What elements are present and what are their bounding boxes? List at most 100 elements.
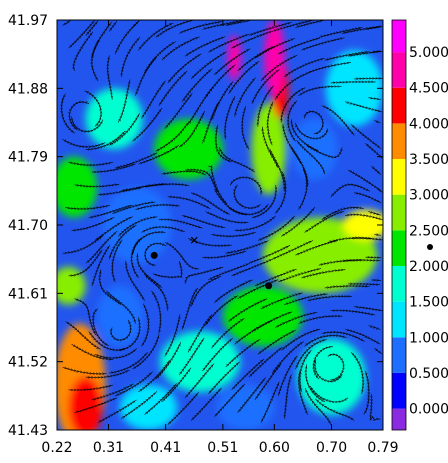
streamline xyxy=(377,188,383,193)
streamline xyxy=(371,280,381,281)
field-blob xyxy=(159,331,241,393)
streamline xyxy=(374,121,381,124)
colorbar-swatch xyxy=(392,301,406,338)
colorbar: 0.000 0.500 1.000 1.500 2.000 2.500 3.000 3.500… xyxy=(391,19,448,431)
streamline xyxy=(321,106,355,136)
x-tick-label: 0.60 xyxy=(259,440,290,456)
streamline xyxy=(178,337,205,376)
streamline xyxy=(354,307,383,311)
colorbar-label: 3.000 xyxy=(409,188,448,204)
streamline xyxy=(132,20,140,28)
streamline xyxy=(235,77,256,117)
streamline xyxy=(252,69,280,104)
streamline xyxy=(295,20,324,27)
field-blob xyxy=(325,50,383,127)
streamline xyxy=(374,348,383,355)
colorbar-label: 0.500 xyxy=(409,366,448,382)
streamline xyxy=(299,371,308,415)
streamline xyxy=(260,381,280,423)
point-markers xyxy=(150,236,273,290)
field-blob xyxy=(119,384,178,430)
streamline xyxy=(225,240,269,254)
streamline xyxy=(342,260,381,261)
field-blob xyxy=(102,187,172,263)
streamline xyxy=(374,234,381,235)
colorbar-label: 2.000 xyxy=(409,259,448,275)
colorbar-swatch xyxy=(392,159,406,195)
streamline xyxy=(301,38,345,50)
streamline xyxy=(371,51,381,52)
colorbar-swatch xyxy=(392,266,406,302)
streamline xyxy=(347,169,381,191)
x-axis: 0.22 0.31 0.41 0.51 0.60 0.70 0.79 xyxy=(41,20,399,456)
streamline xyxy=(144,274,168,311)
colorbar-label: 4.500 xyxy=(409,81,448,97)
streamline xyxy=(108,55,113,100)
streamline xyxy=(274,72,310,100)
streamline xyxy=(284,294,328,305)
streamline xyxy=(202,101,220,144)
streamline xyxy=(182,216,226,228)
streamline xyxy=(281,87,306,123)
streamline xyxy=(92,38,100,82)
streamline xyxy=(365,27,382,30)
streamline xyxy=(307,296,352,300)
streamline xyxy=(144,184,190,187)
streamline xyxy=(296,340,327,370)
streamline xyxy=(354,78,383,79)
colorbar-swatch xyxy=(392,87,406,124)
streamline xyxy=(218,147,256,173)
y-tick-label: 41.52 xyxy=(8,355,48,371)
streamline xyxy=(307,62,351,73)
streamline xyxy=(365,143,383,159)
streamline xyxy=(330,82,376,83)
colorbar-swatch xyxy=(392,372,406,409)
streamline xyxy=(321,208,364,220)
streamlines xyxy=(62,20,383,425)
y-tick-label: 41.43 xyxy=(8,423,48,439)
y-tick-label: 41.70 xyxy=(8,218,48,234)
colorbar-side-dot xyxy=(427,244,433,250)
streamline xyxy=(70,102,90,131)
field-blob xyxy=(57,266,86,305)
field-blob xyxy=(264,20,285,96)
streamline xyxy=(345,102,383,113)
streamline xyxy=(136,56,158,96)
streamline xyxy=(315,359,343,381)
streamline xyxy=(121,36,141,77)
colorbar-frame xyxy=(391,19,407,431)
streamline xyxy=(62,20,71,26)
point-dot xyxy=(150,251,158,259)
y-tick-label: 41.88 xyxy=(8,81,48,97)
colorbar-swatch xyxy=(392,230,406,266)
field-blob xyxy=(217,384,275,430)
plot-area xyxy=(56,19,384,431)
streamline xyxy=(84,90,102,127)
streamline xyxy=(225,20,251,25)
x-tick-label: 0.31 xyxy=(93,440,124,456)
streamline xyxy=(74,31,94,71)
streamline xyxy=(354,193,382,203)
streamline xyxy=(298,87,342,96)
colorbar-label: 1.500 xyxy=(409,295,448,311)
streamline xyxy=(274,171,285,214)
streamline xyxy=(298,316,343,323)
x-tick-label: 0.79 xyxy=(367,440,398,456)
streamline xyxy=(228,298,268,322)
streamline xyxy=(368,98,382,100)
x-tick-label: 0.41 xyxy=(150,440,181,456)
streamline xyxy=(106,290,135,324)
streamline xyxy=(242,106,250,150)
y-tick-label: 41.79 xyxy=(8,150,48,166)
streamline xyxy=(330,311,376,316)
colorbar-swatch xyxy=(392,123,406,160)
streamline xyxy=(315,398,355,421)
colorbar-label: 0.000 xyxy=(409,402,448,418)
x-tick-label: 0.51 xyxy=(207,440,238,456)
x-tick-label: 0.70 xyxy=(316,440,347,456)
streamline xyxy=(368,326,381,330)
streamline xyxy=(351,238,383,240)
streamline xyxy=(368,212,381,216)
streamline xyxy=(68,162,113,165)
